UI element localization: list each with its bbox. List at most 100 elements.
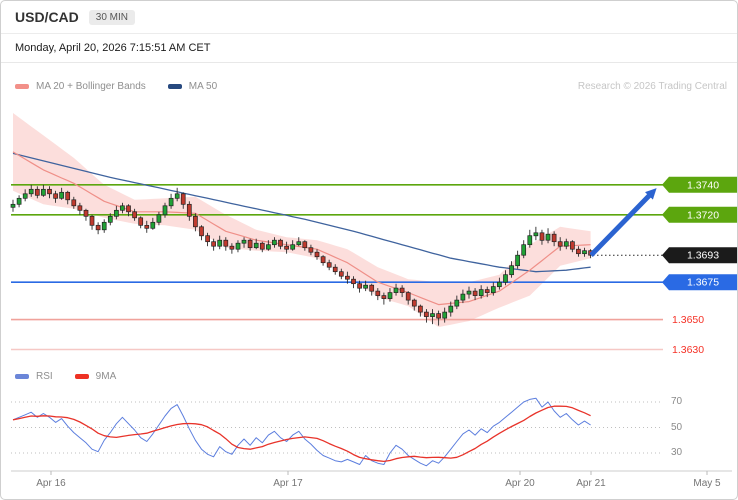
- rsi-signal-line: [12, 405, 591, 463]
- candle-body: [95, 224, 101, 231]
- candle-body: [424, 311, 429, 317]
- candle-body: [521, 244, 527, 256]
- candle-body: [193, 215, 198, 228]
- candle-body: [186, 203, 192, 217]
- bullish-arrow: [589, 188, 657, 257]
- candle-body: [326, 262, 332, 268]
- price-tag-1.3675: 1.3675: [662, 274, 737, 291]
- candle-body: [199, 226, 204, 237]
- candle-body: [393, 287, 399, 293]
- candle-body: [284, 245, 289, 250]
- candle-body: [539, 232, 545, 241]
- x-axis-label-may5: May 5: [693, 478, 721, 489]
- candle-body: [576, 248, 581, 255]
- rsi-tick-70: 70: [671, 396, 683, 407]
- candle-body: [266, 244, 271, 250]
- price-tag-label: 1.3720: [687, 209, 719, 221]
- candle-body: [533, 232, 539, 237]
- ma50-swatch: [167, 84, 182, 89]
- candle-body: [101, 221, 107, 231]
- candle-body: [405, 292, 411, 301]
- rsi-label: RSI: [36, 371, 53, 382]
- candle-body: [545, 233, 551, 241]
- candle-body: [59, 191, 64, 199]
- candle-body: [34, 188, 40, 196]
- candle-body: [503, 274, 508, 283]
- rsi-legend: RSI 9MA: [15, 371, 116, 382]
- candle-body: [430, 313, 435, 317]
- candle-body: [509, 265, 514, 276]
- rsi-swatch: [15, 374, 29, 379]
- candle-body: [162, 205, 168, 216]
- price-tag-1.3740: 1.3740: [662, 176, 737, 193]
- candle-body: [363, 284, 368, 289]
- candle-body: [478, 289, 484, 296]
- candle-body: [107, 215, 113, 223]
- ma50-line: [12, 152, 591, 273]
- candle-body: [156, 214, 162, 223]
- ma20-bollinger-swatch: [15, 84, 29, 89]
- candle-body: [454, 299, 460, 307]
- candle-body: [296, 241, 302, 246]
- x-axis-label-apr21: Apr 21: [576, 478, 606, 489]
- candle-body: [515, 254, 520, 267]
- candle-body: [77, 205, 83, 211]
- price-chart-svg: 1.3740 1.3720 1.3693 1.3675 1.3650 1.3630: [10, 113, 737, 356]
- rsi-line: [12, 397, 591, 467]
- candle-body: [120, 205, 125, 211]
- rsi-chart-svg: [11, 397, 732, 475]
- candle-body: [53, 193, 58, 199]
- candle-body: [290, 244, 296, 250]
- candle-body: [241, 239, 247, 244]
- candle-body: [205, 235, 210, 243]
- candle-body: [375, 290, 381, 296]
- candle-body: [351, 278, 356, 285]
- rsi-ma-swatch: [74, 374, 89, 379]
- ma20-bollinger-label: MA 20 + Bollinger Bands: [36, 81, 146, 92]
- price-text-label: 1.3630: [672, 344, 704, 356]
- price-text-label: 1.3650: [672, 314, 704, 326]
- candle-body: [253, 242, 259, 249]
- candle-body: [150, 221, 156, 229]
- candle-body: [551, 233, 557, 243]
- candle-body: [211, 241, 216, 247]
- candle-body: [460, 293, 466, 301]
- candle-body: [174, 193, 180, 199]
- candle-body: [144, 224, 150, 229]
- candle-body: [28, 188, 34, 195]
- main-legend: MA 20 + Bollinger Bands MA 50 Research ©…: [15, 81, 727, 92]
- candle-body: [387, 292, 393, 299]
- candle-body: [180, 193, 186, 205]
- candle-body: [472, 290, 478, 296]
- datetime-label: Monday, April 20, 2026 7:15:51 AM CET: [1, 34, 737, 63]
- candle-body: [126, 205, 131, 213]
- price-tag-1.3693: 1.3693: [662, 247, 737, 264]
- candle-body: [338, 271, 344, 277]
- candle-body: [259, 242, 265, 250]
- candle-body: [497, 281, 502, 288]
- candle-body: [582, 250, 587, 255]
- candle-body: [89, 215, 95, 226]
- candle-body: [217, 239, 223, 247]
- x-axis-label-apr17: Apr 17: [273, 478, 303, 489]
- timeframe-badge: 30 MIN: [88, 9, 136, 25]
- candle-body: [442, 311, 448, 319]
- price-tag-label: 1.3693: [687, 250, 719, 262]
- candle-body: [302, 241, 308, 249]
- candle-body: [65, 191, 71, 201]
- candle-body: [278, 239, 283, 247]
- candle-body: [16, 197, 22, 205]
- candle-body: [345, 275, 350, 280]
- candle-body: [448, 305, 454, 313]
- symbol-title: USD/CAD: [15, 9, 79, 25]
- candle-body: [484, 289, 490, 293]
- candle-body: [83, 209, 89, 217]
- candle-body: [235, 242, 241, 250]
- price-tag-label: 1.3740: [687, 179, 719, 191]
- candle-body: [272, 239, 277, 246]
- candle-body: [357, 283, 362, 289]
- candle-body: [563, 241, 569, 247]
- candle-body: [138, 217, 144, 226]
- candle-body: [332, 266, 338, 273]
